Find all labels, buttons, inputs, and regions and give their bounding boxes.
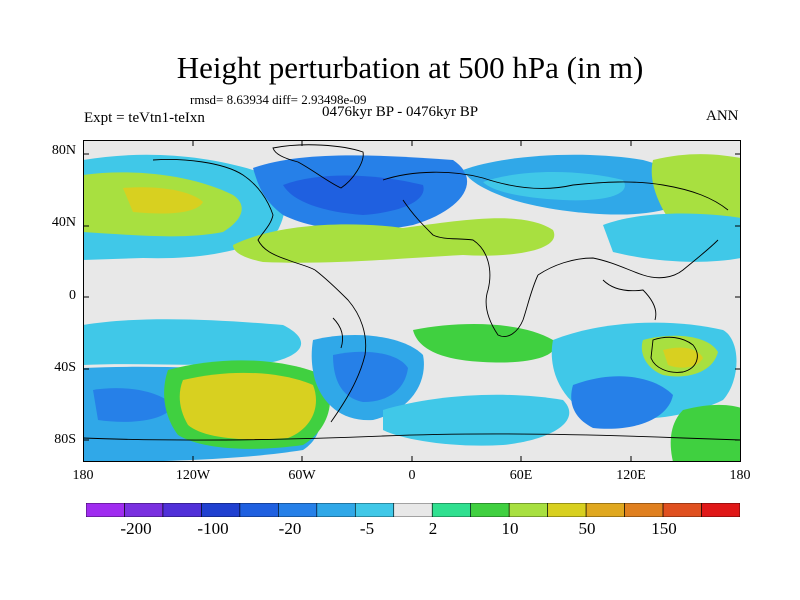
colorbar-box [431,503,472,517]
field-region [233,218,555,263]
lon-label: 180 [72,468,94,483]
season-label: ANN [706,108,739,124]
colorbar [86,503,740,517]
experiment-label: Expt = teVtn1-teIxn [84,110,205,126]
period-label: 0476kyr BP - 0476kyr BP [322,104,479,120]
coastline [314,269,367,423]
colorbar-box [393,503,433,517]
coastline [83,433,741,441]
lat-label: 80N [51,143,76,158]
colorbar-label: -5 [359,519,375,538]
field-region [663,347,703,368]
colorbar-label: 10 [501,519,519,538]
colorbar-box [701,503,740,517]
colorbar-box [124,503,164,517]
coastline [537,239,719,279]
colorbar-label: -20 [278,519,302,538]
colorbar-label: -100 [197,519,229,538]
coastline [332,317,344,349]
field-region [483,172,625,201]
lat-label: 0 [69,288,76,303]
lat-label: 40N [51,215,76,230]
colorbar-label: -200 [120,519,152,538]
colorbar-box [239,503,279,517]
lat-label: 80S [54,432,76,447]
colorbar-label: 50 [578,519,596,538]
field-region [83,319,302,365]
field-region [123,187,203,214]
lat-label: 40S [54,360,76,375]
lon-label: 60E [509,468,533,483]
field-region [179,372,316,440]
colorbar-box [201,503,241,517]
field-region [571,376,673,429]
colorbar-box [162,503,202,517]
field-region [383,394,570,446]
lon-label: 120E [616,468,646,483]
colorbar-box [662,503,702,517]
map-title: Height perturbation at 500 hPa (in m) [176,50,644,85]
colorbar-label: 2 [428,519,438,538]
field-region [603,213,741,262]
stats-text: rmsd= 8.63934 diff= 2.93498e-09 [190,92,367,107]
map-plot [83,140,741,462]
field-region [413,324,555,363]
colorbar-box [354,503,395,517]
coastline [402,199,539,337]
lon-label: 0 [408,468,416,483]
lon-label: 180 [729,468,751,483]
colorbar-box [624,503,664,517]
lon-label: 120W [175,468,211,483]
coastlines [83,144,741,441]
colorbar-box [470,503,510,517]
field-region [283,175,424,215]
colorbar-box [585,503,625,517]
coastline [272,144,364,189]
colorbar-label: 150 [651,519,677,538]
coastline [152,159,316,271]
coastline [382,171,729,211]
colorbar-box [86,503,125,517]
colorbar-box [316,503,356,517]
field-region [670,404,741,462]
colorbar-box [508,503,548,517]
map-frame [83,140,741,462]
lon-label: 60W [288,468,316,483]
coastline [602,279,657,321]
colorbar-box [547,503,587,517]
colorbar-box [278,503,318,517]
field-region [93,388,173,422]
coastline [650,336,698,373]
